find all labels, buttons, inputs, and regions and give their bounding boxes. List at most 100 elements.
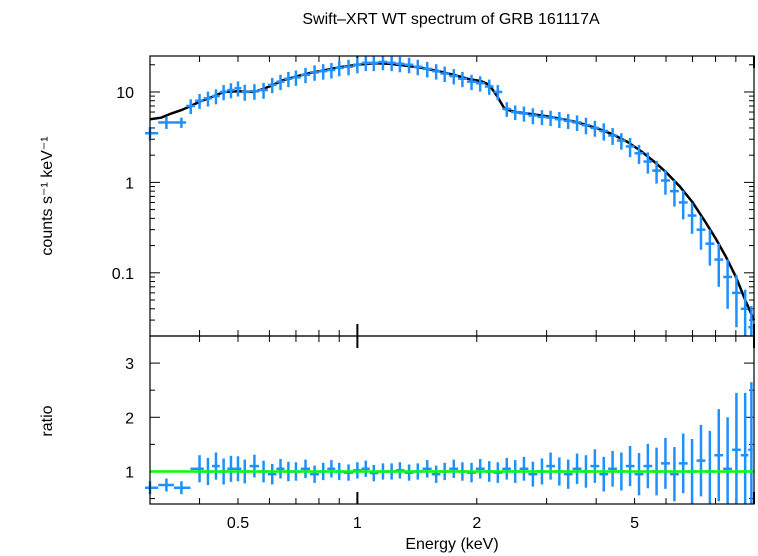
ratio-data-point	[519, 456, 529, 481]
spectrum-data-point	[572, 115, 582, 132]
spectrum-data-point	[705, 229, 715, 266]
spectrum-data-point	[466, 74, 476, 91]
ratio-data-point	[502, 457, 511, 480]
spectrum-data-point	[669, 180, 679, 207]
spectrum-data-point	[387, 56, 396, 72]
spectrum-data-point	[173, 117, 187, 128]
ratio-plot-frame	[149, 335, 755, 505]
spectrum-data-point	[740, 289, 749, 336]
ratio-data-point	[449, 459, 459, 478]
spectrum-data-point	[395, 56, 405, 73]
spectrum-data-point	[528, 108, 538, 125]
spectrum-data-point	[440, 66, 450, 82]
ratio-data-point	[748, 382, 753, 504]
ratio-data-point	[661, 437, 670, 489]
spectrum-y-tick-labels: 0.1 1 10	[112, 85, 134, 283]
spectrum-data-point	[343, 59, 353, 76]
ratio-data-point	[714, 409, 724, 502]
spectrum-data-point	[378, 56, 388, 71]
ratio-data-point	[696, 424, 706, 497]
spectrum-data-point	[652, 160, 662, 184]
spectrum-data-point	[352, 57, 362, 74]
model-curve-group	[149, 61, 756, 321]
spectrum-data-point	[258, 82, 268, 99]
spectrum-panel: 0.1 1 10	[112, 55, 756, 337]
spectrum-data-point	[458, 71, 467, 88]
spectrum-data-point	[431, 64, 441, 80]
x-tick-label: 0.5	[227, 515, 249, 532]
spectrum-data-point	[292, 70, 301, 86]
spectrum-data-point	[413, 59, 423, 76]
ratio-data-point	[740, 392, 749, 504]
spectrum-data-point	[249, 84, 259, 100]
spectrum-data-point	[300, 67, 311, 84]
spectrum-data-point	[361, 56, 370, 72]
spectrum-data-point	[186, 99, 196, 115]
ratio-data-point	[249, 454, 259, 478]
ratio-data-point	[431, 465, 441, 483]
ratio-data-points	[144, 382, 754, 504]
spectrum-data-point	[687, 203, 697, 234]
ratio-data-point	[590, 449, 600, 483]
spectrum-data-point	[234, 81, 242, 97]
spectrum-data-point	[327, 63, 336, 79]
ratio-data-point	[227, 455, 235, 482]
ratio-y-tick-label: 1	[125, 464, 134, 481]
spectrum-data-point	[625, 137, 635, 158]
x-axis-label: Energy (keV)	[405, 536, 498, 553]
ratio-data-point	[625, 446, 635, 487]
spectrum-data-point	[422, 61, 432, 78]
spectrum-data-point	[369, 56, 379, 72]
ratio-data-point	[422, 460, 432, 478]
ratio-panel: 1 2 3 0.5 1 2 5	[125, 335, 755, 532]
spectrum-data-point	[723, 259, 733, 309]
spectrum-data-point	[510, 105, 520, 120]
ratio-data-point	[599, 456, 609, 492]
spectrum-data-point	[211, 89, 220, 105]
spectrum-y-tick-label: 0.1	[112, 266, 134, 283]
spectrum-data-point	[581, 117, 591, 135]
ratio-data-point	[546, 452, 555, 480]
spectrum-data-point	[335, 60, 344, 77]
spectrum-y-tick-label: 10	[116, 85, 134, 102]
ratio-data-point	[369, 464, 379, 482]
ratio-data-point	[572, 453, 582, 484]
spectrum-data-point	[276, 74, 285, 91]
spectrum-data-point	[748, 305, 753, 336]
ratio-data-point	[211, 452, 220, 480]
x-tick-label: 5	[630, 515, 639, 532]
ratio-data-point	[300, 459, 311, 478]
chart-title: Swift–XRT WT spectrum of GRB 161117A	[302, 11, 600, 28]
spectrum-data-point	[714, 243, 724, 287]
spectrum-y-tick-label: 1	[125, 175, 134, 192]
ratio-data-point	[234, 456, 242, 482]
ratio-data-point	[732, 392, 741, 504]
spectrum-data-point	[318, 64, 328, 80]
ratio-data-point	[158, 478, 174, 492]
spectrum-data-point	[519, 106, 529, 122]
ratio-data-point	[267, 463, 277, 485]
spectrum-data-point	[634, 144, 644, 164]
spectrum-data-point	[537, 110, 547, 126]
spectrum-y-axis-label: counts s⁻¹ keV⁻¹	[39, 136, 56, 255]
spectrum-data-point	[284, 71, 293, 88]
spectrum-data-point	[484, 79, 494, 95]
model-curve	[149, 61, 756, 321]
x-tick-label: 2	[472, 515, 481, 532]
spectrum-data-point	[310, 65, 319, 81]
spectrum-data-point	[203, 91, 212, 107]
ratio-data-point	[563, 459, 573, 489]
spectrum-data-points	[144, 56, 753, 336]
ratio-data-point	[643, 443, 653, 489]
spectrum-data-point	[696, 216, 706, 250]
spectrum-data-point	[590, 120, 600, 137]
spectrum-data-point	[661, 170, 670, 195]
spectrum-data-point	[449, 69, 459, 85]
spectrum-data-point	[227, 83, 235, 99]
ratio-data-point	[361, 460, 370, 477]
spectrum-data-point	[732, 274, 741, 328]
spectrum-data-point	[563, 114, 573, 129]
ratio-data-point	[276, 459, 285, 479]
spectrum-data-point	[404, 57, 414, 74]
